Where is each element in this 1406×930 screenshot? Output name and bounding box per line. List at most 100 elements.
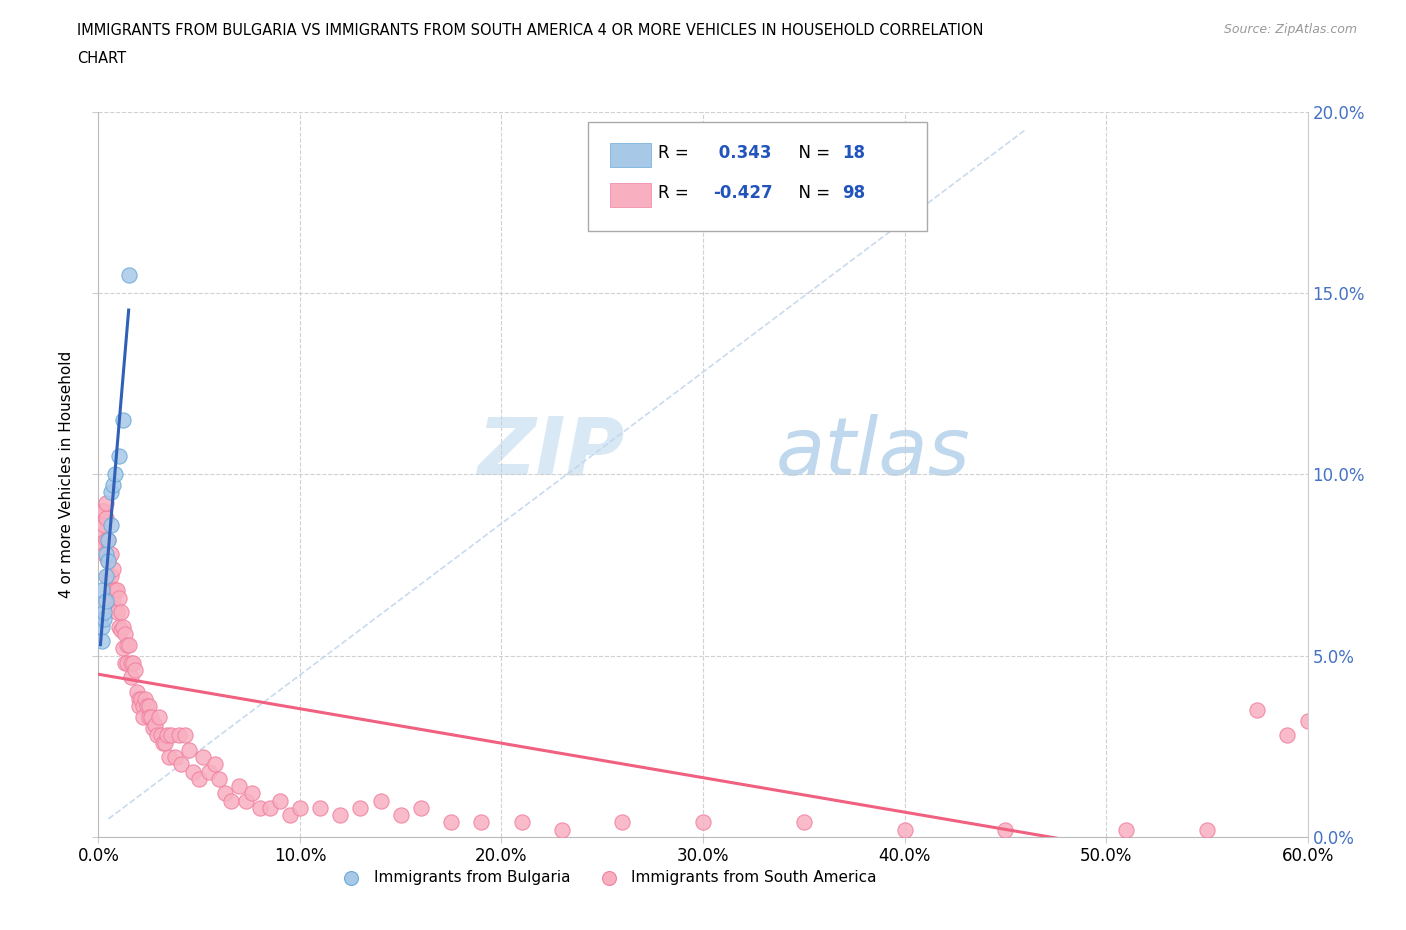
Point — [129, 692, 152, 707]
Text: 0.343: 0.343 — [713, 144, 770, 162]
Point — [240, 786, 263, 801]
Point — [97, 532, 120, 547]
Point — [110, 604, 132, 619]
Point — [115, 656, 138, 671]
Point — [93, 547, 115, 562]
FancyBboxPatch shape — [610, 143, 651, 167]
Text: CHART: CHART — [77, 51, 127, 66]
Point — [120, 670, 142, 684]
Point — [208, 772, 231, 787]
Point — [111, 413, 134, 428]
Point — [101, 591, 124, 605]
Point — [115, 637, 138, 652]
Point — [370, 793, 392, 808]
Point — [97, 554, 120, 569]
Point — [93, 503, 115, 518]
Point — [153, 736, 176, 751]
Point — [103, 583, 125, 598]
Point — [100, 485, 122, 500]
Legend: Immigrants from Bulgaria, Immigrants from South America: Immigrants from Bulgaria, Immigrants fro… — [329, 864, 883, 891]
Point — [120, 656, 142, 671]
Point — [101, 583, 124, 598]
Point — [97, 568, 120, 583]
Text: atlas: atlas — [776, 414, 970, 492]
Point — [96, 568, 118, 583]
Point — [114, 627, 136, 642]
Point — [389, 808, 412, 823]
Point — [160, 728, 183, 743]
Point — [551, 822, 574, 837]
Point — [105, 604, 128, 619]
Point — [107, 449, 129, 464]
Point — [111, 619, 134, 634]
Point — [214, 786, 236, 801]
Point — [612, 815, 634, 830]
Point — [174, 728, 197, 743]
Point — [93, 604, 115, 619]
Point — [409, 801, 432, 816]
Point — [100, 547, 122, 562]
Point — [143, 717, 166, 732]
Point — [97, 554, 120, 569]
Point — [470, 815, 492, 830]
Point — [103, 601, 125, 616]
Point — [91, 633, 114, 648]
Text: IMMIGRANTS FROM BULGARIA VS IMMIGRANTS FROM SOUTH AMERICA 4 OR MORE VEHICLES IN : IMMIGRANTS FROM BULGARIA VS IMMIGRANTS F… — [77, 23, 984, 38]
Point — [156, 728, 179, 743]
Point — [91, 583, 114, 598]
Point — [179, 742, 201, 757]
Point — [100, 518, 122, 533]
Text: 18: 18 — [842, 144, 865, 162]
Point — [132, 699, 155, 714]
Point — [96, 511, 118, 525]
Point — [349, 801, 371, 816]
Text: N =: N = — [787, 184, 835, 202]
Point — [994, 822, 1017, 837]
Point — [204, 757, 226, 772]
Point — [105, 583, 128, 598]
Point — [124, 663, 146, 678]
Point — [125, 684, 148, 699]
Point — [128, 699, 150, 714]
Point — [235, 793, 257, 808]
FancyBboxPatch shape — [610, 182, 651, 207]
Point — [138, 710, 160, 724]
Point — [278, 808, 301, 823]
Point — [146, 728, 169, 743]
FancyBboxPatch shape — [588, 123, 927, 232]
Point — [148, 710, 170, 724]
Point — [114, 656, 136, 671]
Point — [440, 815, 463, 830]
Point — [93, 612, 115, 627]
Point — [121, 656, 143, 671]
Point — [198, 764, 221, 779]
Point — [149, 728, 172, 743]
Text: Source: ZipAtlas.com: Source: ZipAtlas.com — [1223, 23, 1357, 36]
Point — [101, 561, 124, 576]
Point — [893, 822, 915, 837]
Point — [249, 801, 271, 816]
Point — [152, 736, 174, 751]
Point — [259, 801, 281, 816]
Point — [510, 815, 533, 830]
Point — [309, 801, 332, 816]
Text: 98: 98 — [842, 184, 865, 202]
Point — [157, 750, 180, 764]
Point — [107, 619, 129, 634]
Point — [181, 764, 204, 779]
Point — [1246, 703, 1268, 718]
Point — [134, 692, 156, 707]
Point — [107, 591, 129, 605]
Text: ZIP: ZIP — [477, 414, 624, 492]
Point — [128, 692, 150, 707]
Point — [692, 815, 714, 830]
Point — [269, 793, 291, 808]
Point — [142, 721, 165, 736]
Point — [1195, 822, 1218, 837]
Point — [329, 808, 352, 823]
Point — [96, 594, 118, 609]
Point — [1296, 713, 1319, 728]
Point — [100, 568, 122, 583]
Point — [96, 547, 118, 562]
Point — [1115, 822, 1137, 837]
